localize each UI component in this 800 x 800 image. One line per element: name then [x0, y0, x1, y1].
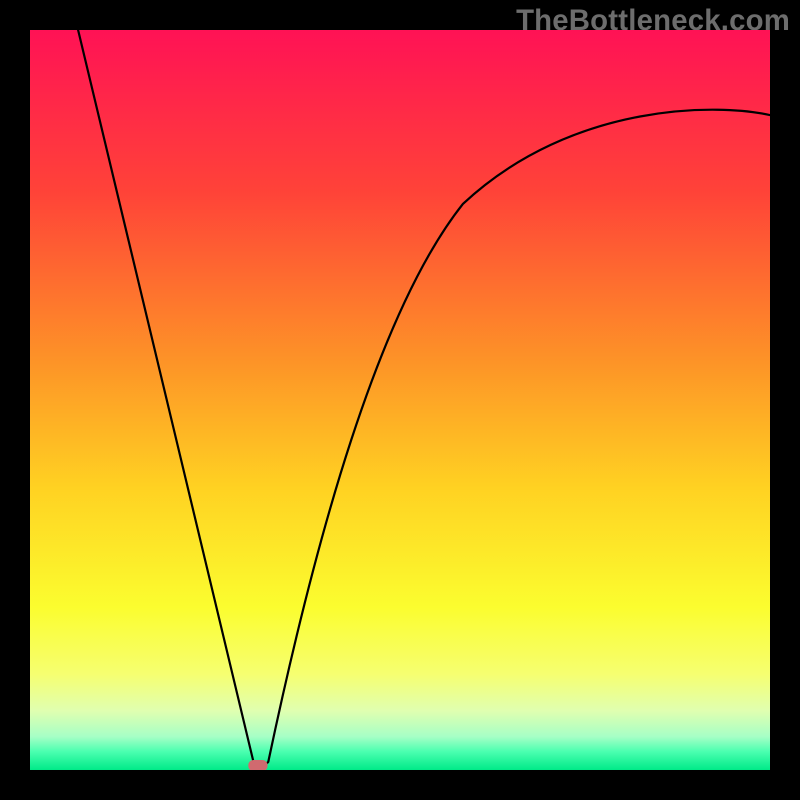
tip-marker — [248, 760, 267, 770]
plot-svg — [30, 30, 770, 770]
gradient-bg — [30, 30, 770, 770]
chart-frame: TheBottleneck.com — [0, 0, 800, 800]
plot-area — [30, 30, 770, 770]
